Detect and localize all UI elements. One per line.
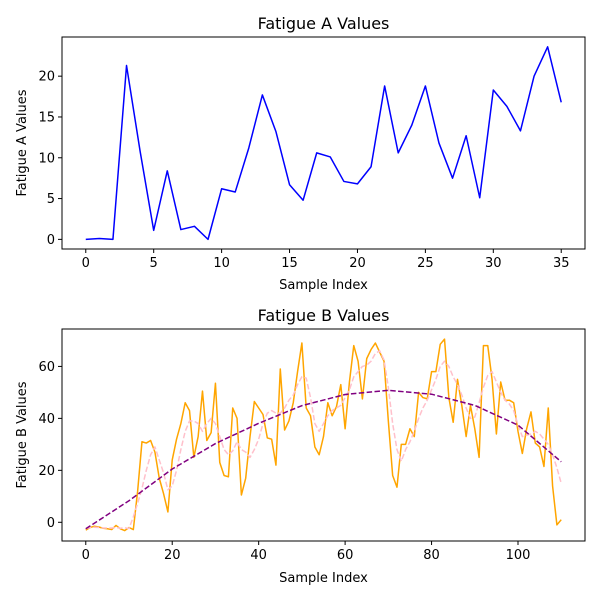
- chart-a-x-tick-label: 15: [281, 256, 298, 271]
- chart-b-plot-area: [85, 338, 562, 532]
- chart-b-x-tick-label: 80: [423, 548, 440, 563]
- chart-b-y-tick-label: 40: [38, 412, 55, 427]
- chart-b-x-tick-label: 60: [337, 548, 354, 563]
- chart-a-y-tick-label: 15: [38, 110, 55, 125]
- chart-b-title: Fatigue B Values: [258, 306, 390, 325]
- chart-a-x-tick-label: 35: [553, 256, 570, 271]
- chart-a-x-tick-label: 10: [213, 256, 230, 271]
- chart-a-x-axis-label: Sample Index: [279, 278, 368, 293]
- chart-b-series-line-3: [85, 389, 562, 530]
- chart-a-x-tick-label: 0: [82, 256, 90, 271]
- chart-a-x-tick-label: 5: [150, 256, 158, 271]
- chart-b-x-ticks: 0 20 40 60 80 100: [82, 541, 531, 563]
- chart-a-x-tick-label: 20: [349, 256, 366, 271]
- chart-b-x-axis-label: Sample Index: [279, 571, 368, 586]
- chart-a-series-line-1: [85, 46, 562, 241]
- chart-a: Fatigue A Values 0 5 10 15 20 25 30 35 0 5 10 15 20…: [15, 14, 586, 293]
- chart-a-title: Fatigue A Values: [258, 14, 390, 33]
- chart-a-x-ticks: 0 5 10 15 20 25 30 35: [82, 249, 570, 271]
- chart-b-x-tick-label: 100: [506, 548, 531, 563]
- chart-b-x-tick-label: 20: [164, 548, 181, 563]
- chart-a-y-tick-label: 0: [47, 233, 55, 248]
- chart-b-frame: [61, 328, 586, 542]
- chart-a-frame: [61, 36, 586, 250]
- chart-b-series-line-1: [85, 338, 562, 532]
- chart-b-series-line-2: [85, 350, 562, 530]
- chart-b-y-axis-label: Fatigue B Values: [15, 381, 30, 488]
- chart-b-y-tick-label: 0: [47, 516, 55, 531]
- chart-b: Fatigue B Values 0 20 40 60 80 100 0 20 40 60 Sa…: [15, 306, 586, 586]
- chart-a-plot-area: [85, 46, 562, 241]
- chart-b-x-tick-label: 40: [250, 548, 267, 563]
- chart-b-y-tick-label: 20: [38, 464, 55, 479]
- chart-a-x-tick-label: 25: [417, 256, 434, 271]
- chart-a-y-ticks: 0 5 10 15 20: [38, 70, 62, 248]
- chart-b-y-ticks: 0 20 40 60: [38, 360, 62, 531]
- chart-a-y-tick-label: 20: [38, 70, 55, 85]
- chart-b-y-tick-label: 60: [38, 360, 55, 375]
- chart-a-y-tick-label: 5: [47, 192, 55, 207]
- chart-a-y-tick-label: 10: [38, 151, 55, 166]
- chart-a-y-axis-label: Fatigue A Values: [15, 89, 30, 196]
- chart-a-x-tick-label: 30: [485, 256, 502, 271]
- chart-b-x-tick-label: 0: [82, 548, 90, 563]
